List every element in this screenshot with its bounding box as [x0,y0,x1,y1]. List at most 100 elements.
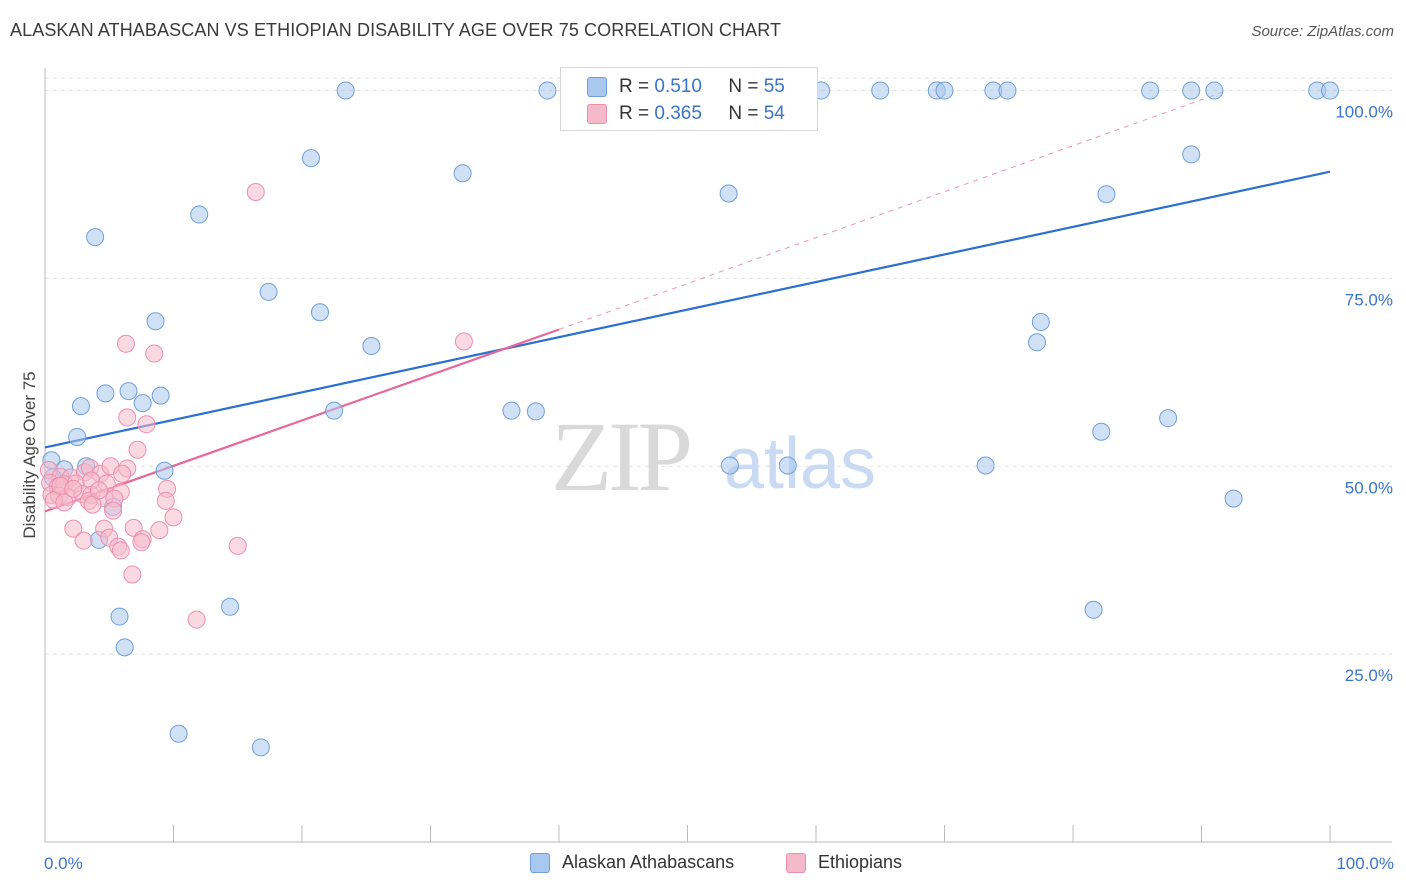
alaskan-athabascan-point [251,738,270,757]
ethiopian-point [128,440,147,459]
alaskan-athabascan-point [71,397,90,416]
alaskan-athabascan-point [115,638,134,657]
x-tick-label: 100.0% [1336,854,1394,873]
y-tick-label: 25.0% [1345,666,1393,685]
watermark: ZIP atlas [551,401,876,512]
alaskan-athabascan-point [998,81,1017,100]
alaskan-athabascan-point [778,456,797,475]
n-label: N = [728,103,759,124]
ethiopian-point [74,531,93,550]
ethiopian-point [116,334,135,353]
alaskan-athabascan-point [362,337,381,356]
ethiopian-point [164,508,183,527]
r-value: 0.510 [654,76,702,97]
alaskan-athabascan-point [146,312,165,331]
alaskan-athabascan-point [325,401,344,420]
alaskan-athabascan-point [1205,81,1224,100]
r-value: 0.365 [654,103,702,124]
data-points [39,81,1339,757]
alaskan-athabascan-point [1141,81,1160,100]
blue-swatch [587,77,607,97]
ethiopians-trend-line [44,328,560,513]
alaskan-athabascan-point [190,205,209,224]
alaskan-athabascan-point [336,81,355,100]
alaskan-athabascan-point [720,456,739,475]
alaskan-athabascan-point [221,597,240,616]
r-label: R = [619,103,650,124]
alaskan-athabascan-point [169,724,188,743]
ethiopian-point [64,479,83,498]
chart-title: ALASKAN ATHABASCAN VS ETHIOPIAN DISABILI… [10,20,782,40]
alaskan-athabascan-point [151,386,170,405]
y-tick-label: 50.0% [1345,478,1393,497]
n-value: 55 [763,76,785,97]
alaskan-athabascan-point [1028,333,1047,352]
axes [44,68,1392,843]
blue-swatch [530,853,550,873]
alaskan-athabascan-point [1031,312,1050,331]
grid-lines [45,77,1392,655]
alaskan-athabascan-point [719,184,738,203]
ethiopian-point [123,565,142,584]
alaskan-athabascan-point [1182,145,1201,164]
alaskan-athabascan-point [155,461,174,480]
ethiopian-point [104,501,123,520]
watermark-zip: ZIP [551,401,689,512]
ethiopians-trend-extension [558,90,1228,330]
alaskan-athabascan-point [1092,422,1111,441]
ethiopian-point [187,610,206,629]
alaskan-athabascan-point [301,149,320,168]
alaskan-athabascan-point [259,282,278,301]
alaskan-athabascan-point [119,382,138,401]
alaskan-athabascan-point [453,164,472,183]
y-tick-label: 75.0% [1345,290,1393,309]
ethiopian-point [150,521,169,540]
ethiopian-point [246,182,265,201]
n-value: 54 [763,103,785,124]
r-label: R = [619,76,650,97]
ethiopian-point [145,344,164,363]
alaskan-athabascan-point [976,456,995,475]
alaskan-athabascan-point [935,81,954,100]
alaskan-athabascan-point [110,607,129,626]
n-label: N = [728,76,759,97]
alaskan-athabascan-point [1159,409,1178,428]
alaskan-athabascan-point [96,384,115,403]
ethiopian-point [118,408,137,427]
alaskan-athabascans-trend-line [44,170,1331,449]
ethiopian-point [89,481,108,500]
alaskan-athabascan-point [1097,185,1116,204]
tick-labels: 0.0% 100.0% 25.0% 50.0% 75.0% 100.0% [44,103,1394,873]
ethiopian-point [111,541,130,560]
trend-lines [44,90,1331,513]
ethiopian-point [64,519,83,538]
ethiopian-point [132,533,151,552]
alaskan-athabascan-point [1084,600,1103,619]
alaskan-athabascan-point [1321,81,1339,100]
x-tick-label: 0.0% [44,854,83,873]
alaskan-athabascan-point [526,402,545,421]
legend-label: Ethiopians [818,852,903,872]
ethiopian-point [228,536,247,555]
ethiopian-point [113,464,132,483]
pink-swatch [786,853,806,873]
alaskan-athabascan-point [1224,489,1243,508]
y-axis-label: Disability Age Over 75 [20,371,39,538]
alaskan-athabascan-point [310,303,329,322]
alaskan-athabascan-point [1182,81,1201,100]
alaskan-athabascan-point [871,81,890,100]
y-tick-label: 100.0% [1335,103,1393,122]
ethiopian-point [156,491,175,510]
legend-label: Alaskan Athabascans [562,852,735,872]
alaskan-athabascan-point [68,427,87,446]
stats-legend: R = 0.510 N = 55 R = 0.365 N = 54 [560,67,818,131]
alaskan-athabascan-point [538,81,557,100]
alaskan-athabascan-point [133,394,152,413]
source-label: Source: ZipAtlas.com [1251,23,1394,40]
ethiopian-point [137,415,156,434]
alaskan-athabascan-point [86,228,105,247]
pink-swatch [587,104,607,124]
alaskan-athabascan-point [502,401,521,420]
watermark-atlas: atlas [724,424,876,504]
